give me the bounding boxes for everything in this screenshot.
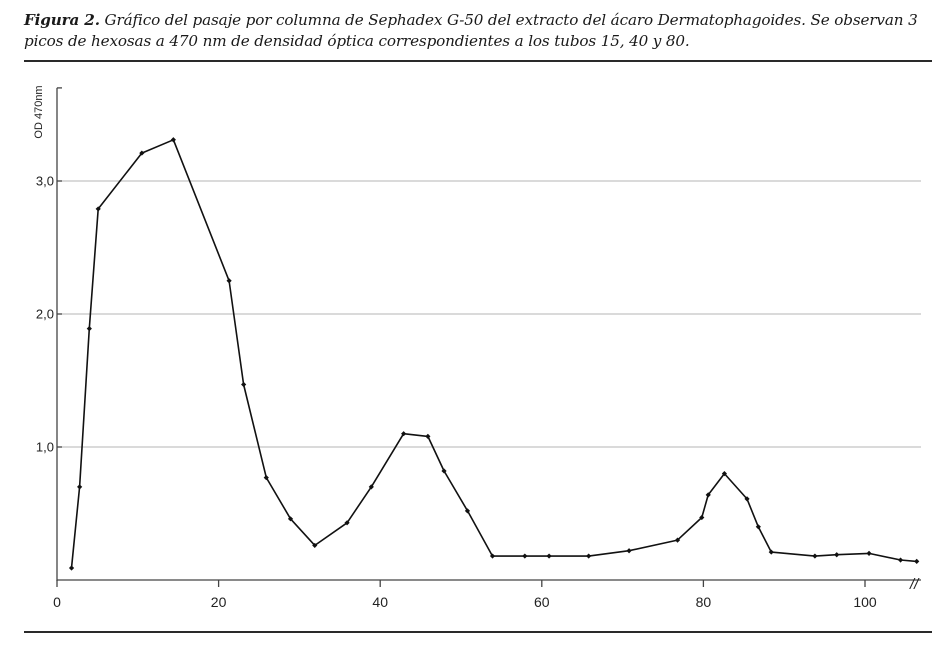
caption-divider (24, 60, 932, 62)
data-point (768, 549, 774, 555)
figure-caption: Figura 2. Gráfico del pasaje por columna… (24, 10, 944, 52)
series-line (70, 139, 917, 569)
data-point (401, 431, 407, 437)
data-point (226, 278, 232, 284)
data-point (368, 484, 374, 490)
data-point (721, 471, 728, 477)
data-point (139, 150, 145, 156)
data-point (586, 553, 592, 559)
data-point (441, 468, 447, 474)
axes (56, 87, 921, 587)
data-point (287, 516, 294, 522)
y-axis-label: OD 470nm (33, 85, 45, 138)
data-point (812, 553, 818, 559)
data-point (674, 537, 681, 543)
figure-label: Figura 2. (24, 11, 100, 29)
data-point (68, 565, 75, 571)
y-tick-label: 1,0 (36, 440, 54, 455)
data-point (897, 557, 904, 563)
data-point (464, 508, 471, 514)
data-point (86, 326, 92, 332)
y-tick-label: 2,0 (36, 307, 54, 322)
data-point (866, 550, 872, 556)
data-series (68, 137, 920, 571)
data-point (744, 496, 750, 502)
data-point (312, 542, 318, 549)
data-point (95, 206, 101, 212)
y-tick-label: 3,0 (36, 174, 54, 189)
data-point (241, 381, 247, 388)
data-point (755, 524, 761, 530)
data-point (77, 484, 83, 490)
data-point (705, 492, 711, 498)
data-point (522, 553, 528, 559)
data-point (626, 548, 632, 554)
data-point (170, 137, 176, 143)
figure-caption-text: Gráfico del pasaje por columna de Sephad… (24, 11, 918, 50)
data-point (834, 552, 840, 558)
x-tick-label: 60 (534, 594, 550, 610)
x-tick-label: 40 (372, 594, 388, 610)
axis-break-marker: // (909, 576, 920, 593)
x-tick-label: 0 (53, 594, 61, 610)
data-point (425, 433, 431, 439)
data-point (263, 474, 269, 481)
bottom-divider (24, 631, 932, 633)
tick-labels: 1,0 2,0 3,0 0 20 40 60 80 100 (36, 174, 877, 611)
data-point (489, 553, 496, 559)
x-tick-label: 20 (211, 594, 227, 610)
data-point (546, 553, 552, 559)
data-point (344, 520, 350, 526)
data-point (699, 514, 705, 521)
x-tick-label: 100 (853, 594, 877, 610)
data-point (914, 558, 920, 564)
grid-lines (62, 180, 921, 448)
x-tick-label: 80 (696, 594, 712, 610)
